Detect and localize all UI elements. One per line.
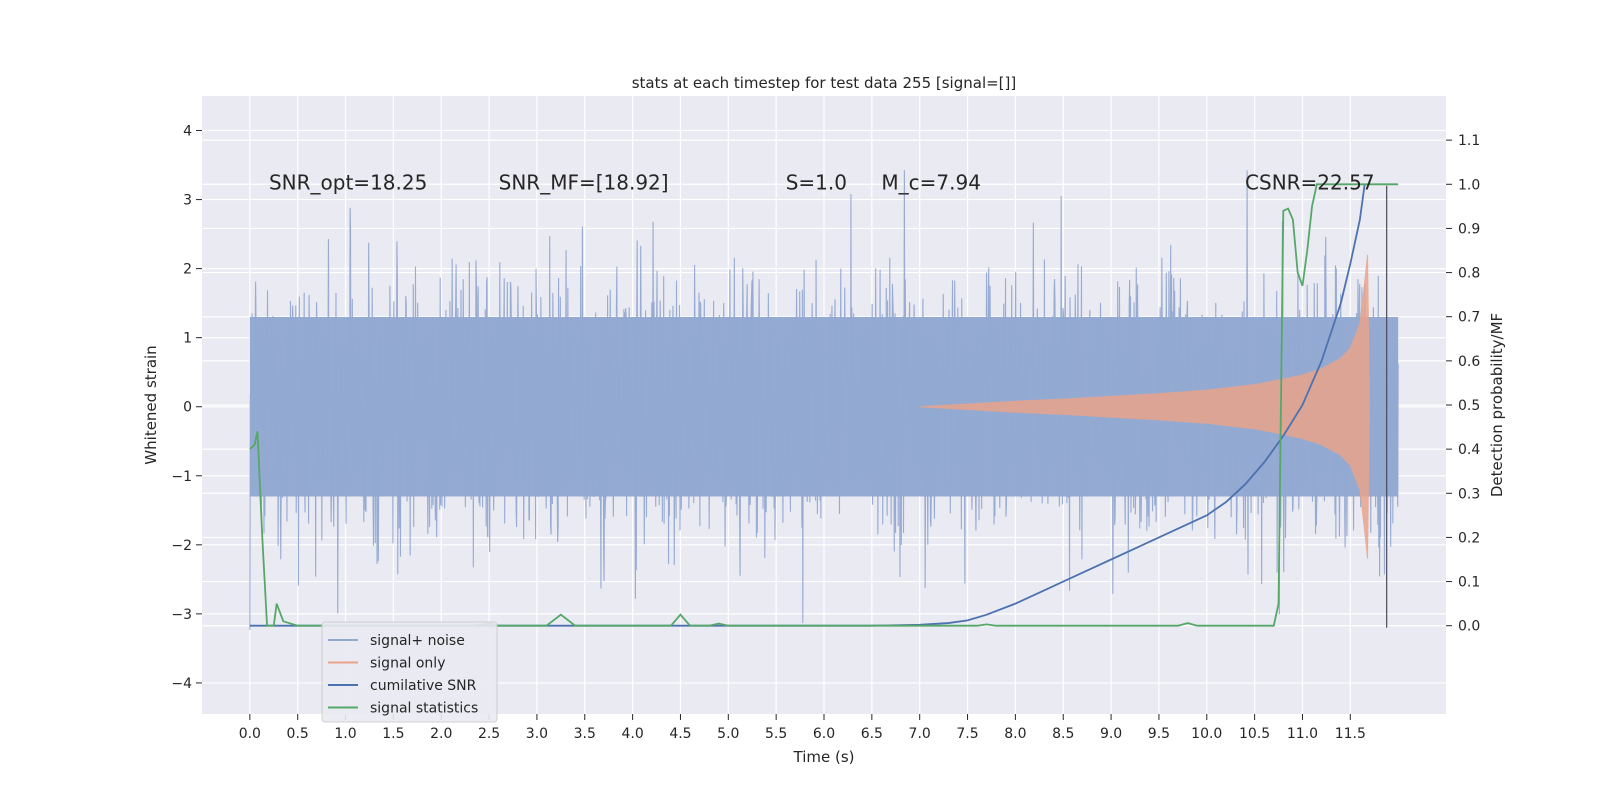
y-tick-label: 2 <box>183 262 192 278</box>
legend-box <box>321 621 498 723</box>
legend-label-2: cumilative SNR <box>370 678 477 694</box>
y2-tick-label: 0.4 <box>1458 442 1480 458</box>
y2-tick-label: 0.0 <box>1458 619 1480 635</box>
x-tick-label: 7.5 <box>956 726 978 742</box>
y-tick-label: 1 <box>183 331 192 347</box>
y2-tick-label: 1.0 <box>1458 177 1480 193</box>
x-tick-label: 6.5 <box>861 726 883 742</box>
y-tick-label: 4 <box>183 124 192 140</box>
x-tick-label: 8.0 <box>1004 726 1026 742</box>
x-tick-label: 2.0 <box>430 726 452 742</box>
legend-label-3: signal statistics <box>370 701 478 717</box>
y2-tick-label: 0.3 <box>1458 486 1480 502</box>
y2-tick-label: 1.1 <box>1458 133 1480 149</box>
y2-tick-label: 0.2 <box>1458 530 1480 546</box>
y-tick-label: −1 <box>171 469 192 485</box>
x-axis-label: Time (s) <box>793 748 855 766</box>
x-tick-label: 5.5 <box>765 726 787 742</box>
annotation-0: SNR_opt=18.25 <box>269 170 427 194</box>
x-tick-label: 5.0 <box>717 726 739 742</box>
y-tick-label: −3 <box>171 607 192 623</box>
x-tick-label: 9.0 <box>1100 726 1122 742</box>
x-tick-label: 0.0 <box>239 726 261 742</box>
x-tick-label: 6.0 <box>813 726 835 742</box>
annotations: SNR_opt=18.25 SNR_MF=[18.92] S=1.0 M_c=7.94… <box>269 170 1375 194</box>
y2-tick-label: 0.1 <box>1458 575 1480 591</box>
y2-axis-label: Detection probability/MF <box>1488 313 1506 497</box>
y2-tick-label: 0.8 <box>1458 266 1480 282</box>
y-tick-label: −4 <box>171 676 192 692</box>
x-tick-label: 2.5 <box>478 726 500 742</box>
x-tick-label: 4.0 <box>621 726 643 742</box>
y2-tick-label: 0.9 <box>1458 221 1480 237</box>
legend: signal+ noise signal only cumilative SNR si… <box>321 621 498 723</box>
series-signal-only <box>919 254 1370 559</box>
x-tick-label: 10.5 <box>1239 726 1270 742</box>
series-signal-statistics <box>249 183 1399 627</box>
x-tick-label: 10.0 <box>1191 726 1222 742</box>
chart-title: stats at each timestep for test data 255… <box>632 74 1017 92</box>
series-layer <box>249 170 1399 630</box>
x-tick-label: 3.5 <box>574 726 596 742</box>
y2-tick-label: 0.7 <box>1458 310 1480 326</box>
x-tick-label: 4.5 <box>669 726 691 742</box>
x-tick-label: 11.0 <box>1287 726 1318 742</box>
legend-label-1: signal only <box>370 656 445 672</box>
y-tick-label: 0 <box>183 400 192 416</box>
x-tick-label: 3.0 <box>526 726 548 742</box>
x-tick-label: 7.0 <box>909 726 931 742</box>
x-tick-label: 1.0 <box>334 726 356 742</box>
x-tick-label: 1.5 <box>382 726 404 742</box>
annotation-1: SNR_MF=[18.92] <box>499 170 669 194</box>
annotation-3: M_c=7.94 <box>881 170 981 194</box>
y-axis-label: Whitened strain <box>142 345 160 464</box>
annotation-4: CSNR=22.57 <box>1245 170 1375 194</box>
x-axis-ticks: 0.0 0.5 1.0 1.5 2.0 2.5 3.0 3.5 4.0 4.5 5.0 5.5 6.0 6… <box>239 714 1366 742</box>
x-tick-label: 0.5 <box>287 726 309 742</box>
x-tick-label: 11.5 <box>1335 726 1366 742</box>
y-tick-label: 3 <box>183 193 192 209</box>
x-tick-label: 8.5 <box>1052 726 1074 742</box>
y2-tick-label: 0.6 <box>1458 354 1480 370</box>
series-cumulative-snr <box>249 184 1366 627</box>
x-tick-label: 9.5 <box>1148 726 1170 742</box>
legend-label-0: signal+ noise <box>370 633 465 649</box>
annotation-2: S=1.0 <box>786 170 847 194</box>
y-tick-label: −2 <box>171 538 192 554</box>
y-axis-ticks: −4 −3 −2 −1 0 1 2 3 4 <box>171 124 202 692</box>
y2-axis-ticks: 0.0 0.1 0.2 0.3 0.4 0.5 0.6 0.7 0.8 0.9 1.0 1.1 <box>1446 133 1480 635</box>
y2-tick-label: 0.5 <box>1458 398 1480 414</box>
